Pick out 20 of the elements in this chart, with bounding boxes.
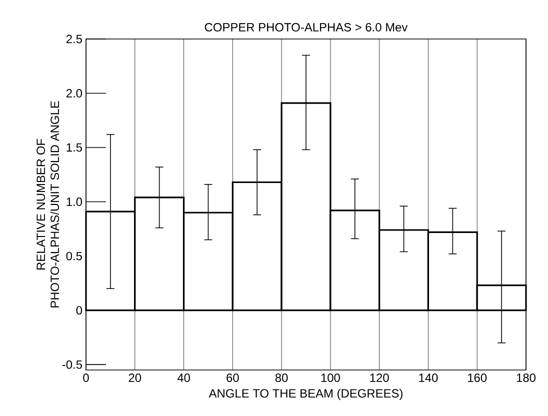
- y-tick-label: 2.5: [66, 34, 82, 44]
- x-tick-label: 160: [468, 374, 487, 382]
- x-tick-label: 100: [321, 374, 340, 382]
- x-tick-label: 80: [275, 374, 288, 382]
- x-tick-label: 180: [516, 374, 536, 382]
- x-tick-label: 20: [128, 374, 142, 382]
- x-tick-label: 40: [177, 374, 190, 382]
- y-tick-label: 0.5: [66, 252, 82, 260]
- x-tick-label: 120: [370, 374, 389, 382]
- y-tick-label: 0: [76, 306, 82, 315]
- x-tick-label: 60: [226, 374, 239, 382]
- y-tick-label: 1.0: [66, 198, 82, 206]
- y-tick-label: 1.5: [66, 143, 82, 152]
- y-axis-title: RELATIVE NUMBER OF PHOTO-ALPHAS/UNIT SOLID ANGLE: [36, 101, 60, 308]
- y-tick-label: 2.0: [66, 89, 82, 98]
- chart-title: COPPER PHOTO-ALPHAS > 6.0 Mev: [204, 23, 408, 32]
- x-axis-title: ANGLE TO THE BEAM (DEGREES): [208, 388, 402, 400]
- x-tick-label: 140: [419, 374, 438, 382]
- y-tick-label: -0.5: [62, 360, 82, 369]
- x-tick-label: 0: [83, 374, 89, 382]
